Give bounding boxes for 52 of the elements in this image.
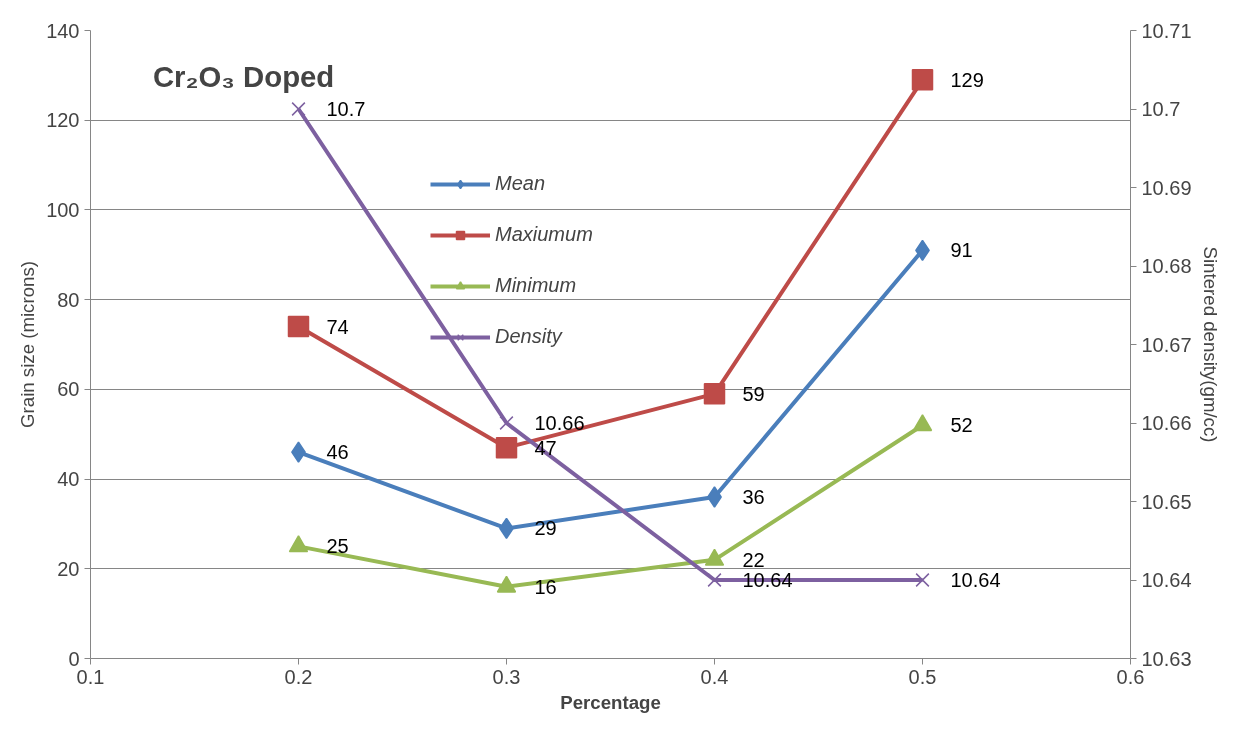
x-tick-label: 0.5 (908, 665, 937, 688)
y-tick-label: 120 (46, 109, 80, 132)
point (291, 101, 306, 117)
legend-label: Mean (495, 172, 546, 195)
legend-label: Minimum (495, 274, 577, 297)
legend-label: Maxiumum (495, 223, 593, 246)
data-label: 29 (534, 517, 557, 540)
x-axis-title: Percentage (560, 691, 661, 713)
point (495, 436, 518, 459)
y-tick-label: 60 (57, 378, 80, 401)
y2-tick-label: 10.69 (1141, 176, 1192, 199)
y2-axis-title: Sintered density(gm/cc) (1199, 246, 1221, 443)
point (287, 315, 310, 338)
data-label: 22 (742, 548, 765, 571)
point (703, 383, 726, 405)
y-axis-title: Grain size (microns) (17, 261, 39, 428)
y2-tick-label: 10.65 (1141, 490, 1192, 513)
data-label: 91 (950, 239, 973, 262)
y2-tick-label: 10.68 (1141, 255, 1192, 277)
point (499, 415, 514, 431)
x-tick-label: 0.2 (284, 665, 313, 688)
y2-tick-label: 10.66 (1141, 412, 1192, 434)
point (911, 69, 934, 91)
y-tick-label: 20 (57, 557, 80, 580)
text: Cr₂O₃ Doped (152, 60, 335, 94)
data-label: 74 (326, 315, 349, 338)
point (496, 575, 517, 593)
data-label: 59 (742, 382, 765, 405)
y-tick-label: 100 (46, 198, 80, 221)
data-label: 46 (326, 441, 349, 464)
point (915, 572, 930, 588)
data-label: 36 (742, 486, 765, 509)
y2-tick-label: 10.64 (1141, 569, 1192, 591)
data-label: 10.66 (534, 412, 585, 434)
y2-tick-label: 10.67 (1141, 333, 1192, 356)
data-label: 52 (950, 414, 973, 437)
point (912, 414, 933, 432)
data-label: 129 (950, 68, 984, 91)
point (704, 548, 725, 566)
point (707, 572, 722, 588)
data-label: 10.7 (326, 98, 366, 120)
y2-tick-label: 10.71 (1141, 19, 1192, 42)
x-tick-label: 0.4 (700, 665, 729, 688)
legend-label: Density (495, 325, 562, 348)
y2-tick-label: 10.7 (1141, 98, 1181, 120)
y-tick-label: 140 (46, 19, 80, 42)
x-tick-label: 0.3 (492, 665, 521, 688)
data-label: 10.64 (950, 569, 1001, 591)
y-tick-label: 40 (57, 468, 80, 491)
y-tick-label: 80 (57, 288, 80, 311)
point (288, 535, 309, 553)
data-label: 25 (326, 535, 349, 558)
